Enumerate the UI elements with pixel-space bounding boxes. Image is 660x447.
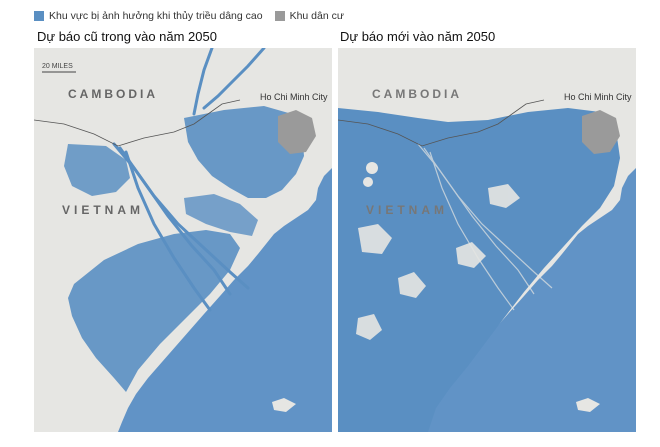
city-label-hcmc: Ho Chi Minh City bbox=[564, 92, 632, 102]
flood-area-north bbox=[184, 106, 304, 198]
island bbox=[272, 398, 296, 412]
map-new-forecast: CAMBODIA VIETNAM Ho Chi Minh City bbox=[338, 48, 636, 432]
legend-label-flood: Khu vực bị ảnh hưởng khi thủy triều dâng… bbox=[49, 10, 263, 22]
panel-title-old-forecast: Dự báo cũ trong vào năm 2050 bbox=[37, 29, 217, 44]
country-label-vietnam: VIETNAM bbox=[62, 203, 144, 217]
legend-item-flood: Khu vực bị ảnh hưởng khi thủy triều dâng… bbox=[34, 10, 263, 22]
dry-land-patches bbox=[356, 184, 520, 340]
legend-swatch-flood bbox=[34, 11, 44, 21]
scale-label: 20 MILES bbox=[42, 63, 73, 70]
country-border bbox=[338, 99, 545, 147]
flood-area-south bbox=[68, 230, 240, 392]
legend-swatch-residential bbox=[274, 11, 285, 21]
legend-label-residential: Khu dân cư bbox=[289, 10, 344, 22]
country-label-cambodia: CAMBODIA bbox=[372, 87, 462, 101]
river-channels bbox=[417, 143, 553, 311]
panel-title-new-forecast: Dự báo mới vào năm 2050 bbox=[340, 29, 496, 44]
flood-area-delta bbox=[338, 108, 620, 432]
legend-item-residential: Khu dân cư bbox=[274, 10, 344, 22]
flood-area-west bbox=[64, 144, 130, 196]
country-label-cambodia: CAMBODIA bbox=[68, 87, 158, 101]
urban-area-hcmc bbox=[278, 110, 316, 154]
country-label-vietnam: VIETNAM bbox=[366, 203, 448, 217]
island bbox=[576, 398, 600, 412]
river-channels bbox=[112, 48, 266, 312]
map-legend: Khu vực bị ảnh hưởng khi thủy triều dâng… bbox=[34, 9, 356, 23]
coastal-islands bbox=[363, 162, 378, 187]
country-border bbox=[34, 99, 241, 147]
map-old-forecast: 20 MILES CAMBODIA VIETNAM Ho Chi Minh Ci… bbox=[34, 48, 332, 432]
urban-area-hcmc bbox=[582, 110, 620, 154]
flood-area-center bbox=[184, 194, 258, 236]
city-label-hcmc: Ho Chi Minh City bbox=[260, 92, 328, 102]
